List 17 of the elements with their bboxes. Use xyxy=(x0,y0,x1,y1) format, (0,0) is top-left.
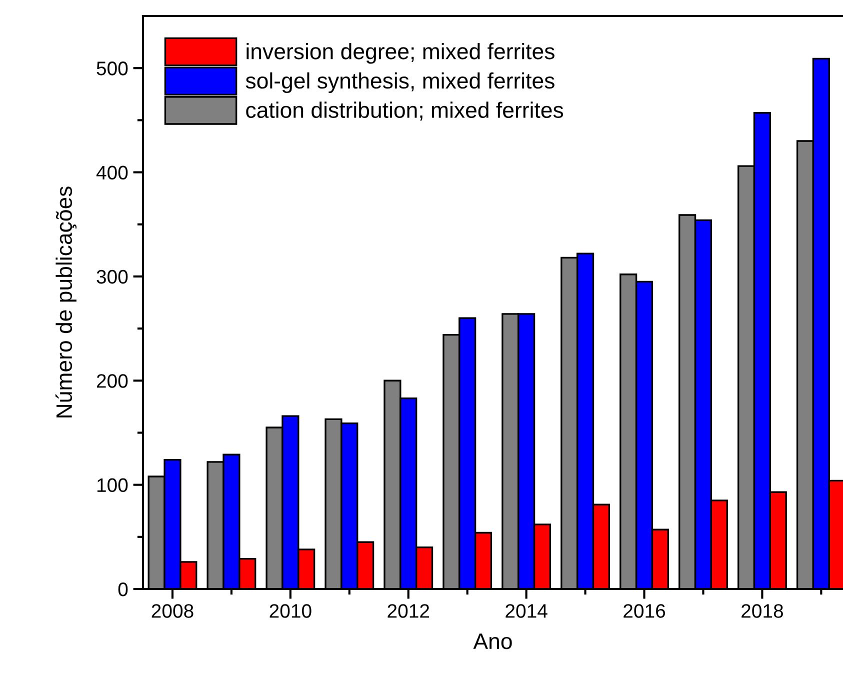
y-tick-label: 0 xyxy=(118,582,128,596)
legend-label: sol-gel synthesis, mixed ferrites xyxy=(246,72,554,94)
legend-label: cation distribution; mixed ferrites xyxy=(246,102,564,121)
x-tick-label: 2008 xyxy=(152,604,194,618)
y-axis-title: Número de publicações xyxy=(55,186,77,418)
y-tick-label: 400 xyxy=(96,166,128,180)
x-tick-label: 2010 xyxy=(270,604,312,618)
x-tick-label: 2018 xyxy=(742,604,783,618)
y-tick-label: 300 xyxy=(96,270,128,284)
y-tick-label: 100 xyxy=(97,478,128,492)
y-tick-label: 500 xyxy=(96,62,128,76)
legend-label: inversion degree; mixed ferrites xyxy=(246,43,554,64)
y-tick-label: 200 xyxy=(96,374,128,388)
x-tick-label: 2012 xyxy=(388,604,430,618)
x-axis-title: Ano xyxy=(473,634,512,650)
x-tick-label: 2014 xyxy=(506,604,548,618)
x-tick-label: 2016 xyxy=(624,604,666,618)
